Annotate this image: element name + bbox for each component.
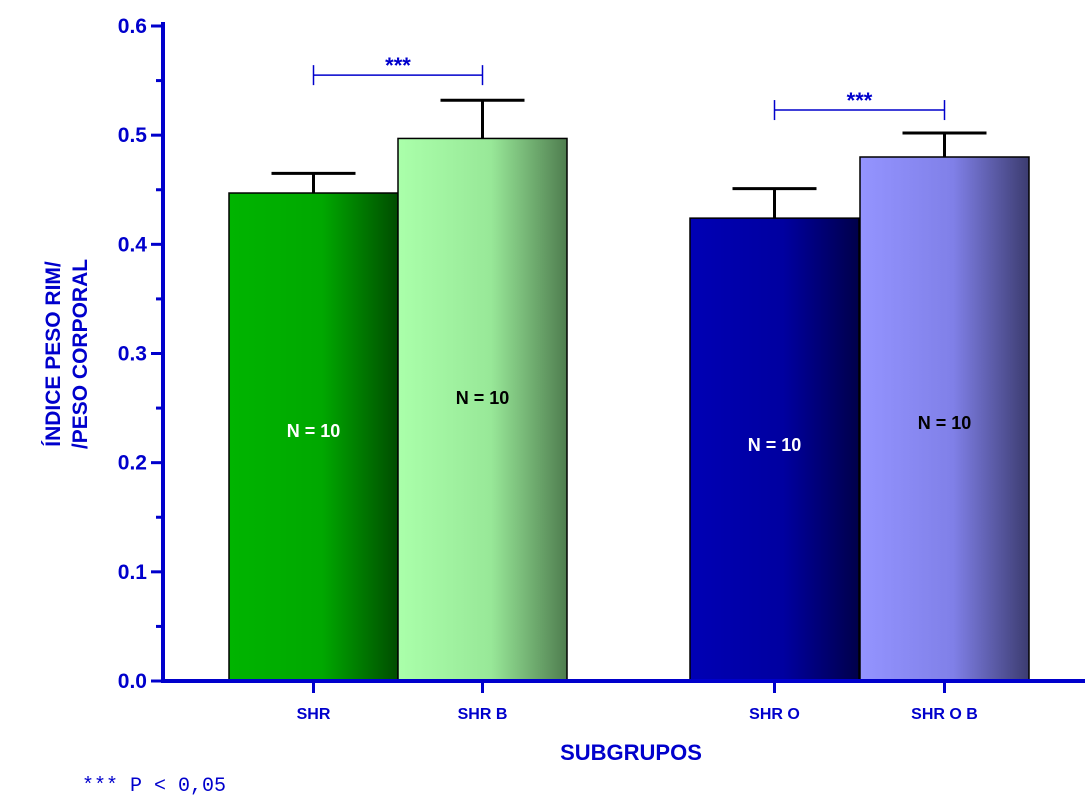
y-tick-label: 0.0	[118, 670, 147, 693]
x-tick-label: SHR O	[749, 706, 800, 723]
bar-0	[228, 192, 399, 682]
bar-3	[859, 156, 1030, 682]
y-tick-label: 0.1	[118, 561, 148, 584]
x-tick-label: SHR	[297, 706, 331, 723]
footnote: *** P < 0,05	[82, 775, 226, 798]
bar-label-0: N = 10	[287, 421, 341, 441]
x-tick-label: SHR B	[458, 706, 508, 723]
significance-label-0: ***	[385, 53, 411, 78]
y-axis-title-line: ÍNDICE PESO RIM/	[42, 261, 65, 447]
bar-label-3: N = 10	[918, 413, 972, 433]
bar-1	[397, 137, 568, 682]
x-tick-label: SHR O B	[911, 706, 978, 723]
significance-label-1: ***	[847, 88, 873, 113]
y-tick-label: 0.2	[118, 452, 147, 475]
y-tick-label: 0.3	[118, 343, 147, 366]
x-axis-title: SUBGRUPOS	[560, 740, 702, 765]
bar-label-1: N = 10	[456, 388, 510, 408]
y-axis-title-line: /PESO CORPORAL	[69, 259, 92, 449]
y-tick-label: 0.4	[118, 233, 148, 256]
y-tick-label: 0.6	[118, 15, 147, 38]
bar-label-2: N = 10	[748, 435, 802, 455]
y-axis-title: ÍNDICE PESO RIM//PESO CORPORAL	[42, 259, 92, 449]
y-tick-label: 0.5	[118, 124, 148, 147]
